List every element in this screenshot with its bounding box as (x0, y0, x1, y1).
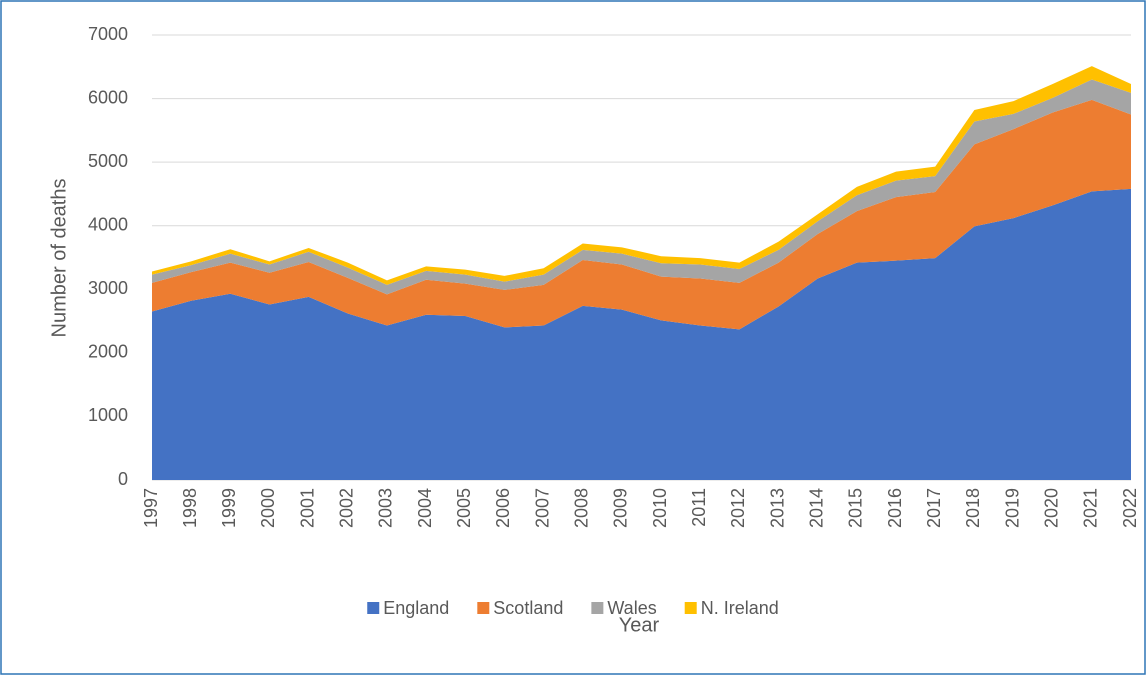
area (152, 188, 1131, 481)
x-tick-label: 2022 (1120, 488, 1140, 528)
y-tick-label: 3000 (88, 278, 128, 298)
x-tick-label: 1997 (141, 488, 161, 528)
y-tick-label: 5000 (88, 151, 128, 171)
x-tick-label: 2000 (258, 488, 278, 528)
legend-swatch (367, 602, 380, 614)
x-tick-label: 2008 (572, 488, 592, 528)
x-tick-label: 2002 (337, 488, 357, 528)
x-tick-label: 2018 (963, 488, 983, 528)
y-tick-label: 1000 (88, 405, 128, 425)
x-tick-label: 2020 (1041, 488, 1061, 528)
legend-label: England (383, 598, 449, 618)
y-tick-label: 4000 (88, 214, 128, 234)
labels: 0 1000 2000 3000 4000 5000 6000 7000 1997 1998 199… (88, 24, 1140, 528)
legend-swatch (477, 602, 490, 614)
x-tick-label: 2006 (493, 488, 513, 528)
x-tick-label: 2019 (1002, 488, 1022, 528)
x-tick-label: 2012 (728, 488, 748, 528)
area (152, 66, 1131, 285)
x-axis-title: Year (619, 614, 660, 636)
y-axis-title: Number of deaths (48, 179, 70, 338)
legend-label: Wales (607, 598, 656, 618)
x-tick-label: 1998 (180, 488, 200, 528)
area (152, 79, 1131, 295)
x-tick-label: 2009 (611, 488, 631, 528)
x-tick-label: 1999 (219, 488, 239, 528)
x-tick-label: 2015 (846, 488, 866, 528)
x-tick-label: 2016 (885, 488, 905, 528)
x-tick-label: 2021 (1081, 488, 1101, 528)
area (152, 99, 1131, 330)
x-tick-label: 2001 (297, 488, 317, 528)
x-tick-label: 2017 (924, 488, 944, 528)
x-tick-label: 2013 (767, 488, 787, 528)
areas (152, 66, 1131, 481)
x-tick-label: 2014 (806, 488, 826, 528)
x-tick-label: 2004 (415, 488, 435, 528)
y-tick-label: 7000 (88, 24, 128, 44)
x-tick-label: 2007 (532, 488, 552, 528)
legend-label: Scotland (493, 598, 563, 618)
legend-swatch (591, 602, 604, 614)
x-tick-label: 2005 (454, 488, 474, 528)
legend-label: N. Ireland (701, 598, 779, 618)
legend: England Scotland Wales N. Ireland (367, 598, 779, 618)
x-tick-label: 2003 (376, 488, 396, 528)
legend-swatch (684, 602, 697, 614)
y-tick-label: 2000 (88, 342, 128, 362)
y-tick-label: 0 (118, 469, 128, 489)
y-tick-label: 6000 (88, 87, 128, 107)
x-tick-label: 2010 (650, 488, 670, 528)
x-tick-label: 2011 (689, 488, 709, 527)
